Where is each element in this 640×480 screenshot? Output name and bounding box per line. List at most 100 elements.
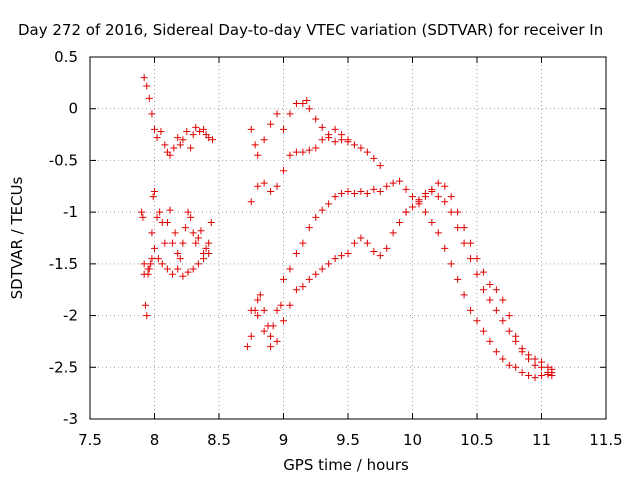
data-point <box>370 247 378 255</box>
data-point <box>267 343 275 351</box>
data-point <box>467 306 475 314</box>
y-axis: 0.5 0 -0.5 -1 -1.5 -2 -2.5 -3 <box>49 48 606 428</box>
data-point <box>512 363 520 371</box>
data-point <box>154 255 162 263</box>
data-point <box>179 272 187 280</box>
data-point <box>305 146 313 154</box>
data-point <box>273 110 281 118</box>
data-point <box>531 361 539 369</box>
data-point <box>305 224 313 232</box>
data-point <box>505 312 513 320</box>
data-point <box>143 312 151 320</box>
data-point <box>170 144 178 152</box>
data-point <box>148 229 156 237</box>
data-point <box>179 239 187 247</box>
data-point <box>200 125 208 133</box>
data-point <box>140 260 148 268</box>
data-point <box>286 110 294 118</box>
data-point <box>421 208 429 216</box>
data-point <box>376 252 384 260</box>
data-point <box>512 332 520 340</box>
data-point <box>303 96 311 104</box>
data-point <box>376 187 384 195</box>
data-point <box>299 283 307 291</box>
data-point <box>197 227 205 235</box>
data-point <box>531 355 539 363</box>
data-point <box>292 286 300 294</box>
data-point <box>460 224 468 232</box>
data-point <box>305 275 313 283</box>
y-tick-label: -0.5 <box>49 151 78 169</box>
data-point <box>139 213 147 221</box>
y-tick-label: -1.5 <box>49 255 78 273</box>
data-point <box>357 187 365 195</box>
y-tick-label: -2 <box>63 307 78 325</box>
x-axis: 7.5 8 8.5 9 9.5 10 10.5 11 11.5 <box>78 57 623 449</box>
x-tick-label: 7.5 <box>78 431 102 449</box>
data-point <box>357 144 365 152</box>
data-point <box>460 239 468 247</box>
data-point <box>460 291 468 299</box>
data-point <box>181 224 189 232</box>
data-point <box>161 239 169 247</box>
data-point <box>254 151 262 159</box>
data-point <box>538 372 545 380</box>
data-point <box>312 144 320 152</box>
data-point <box>344 250 352 258</box>
data-point <box>138 208 146 216</box>
data-point <box>189 265 197 273</box>
data-point <box>163 265 171 273</box>
data-point <box>486 296 494 304</box>
data-point <box>192 123 200 131</box>
data-point <box>363 148 371 156</box>
data-point <box>140 74 148 82</box>
data-point <box>169 239 177 247</box>
y-axis-label: SDTVAR / TECUs <box>8 176 26 299</box>
data-point <box>479 268 487 276</box>
data-point <box>331 255 339 263</box>
data-point <box>179 136 187 144</box>
data-point <box>473 317 481 325</box>
data-point <box>147 260 155 268</box>
data-point <box>350 141 358 149</box>
data-point <box>209 136 217 144</box>
data-point <box>174 250 182 258</box>
data-point <box>454 224 462 232</box>
data-point <box>305 105 313 113</box>
data-point <box>318 123 326 131</box>
data-point <box>357 234 365 242</box>
x-tick-label: 11 <box>532 431 551 449</box>
data-point <box>338 252 346 260</box>
y-tick-label: 0 <box>68 100 78 118</box>
data-point <box>338 131 346 139</box>
data-point <box>292 100 300 108</box>
data-point <box>184 268 192 276</box>
data-point <box>145 94 153 102</box>
data-point <box>207 218 215 226</box>
data-point <box>409 193 416 201</box>
data-point <box>518 368 526 376</box>
data-point <box>156 208 164 216</box>
data-point <box>396 177 404 185</box>
data-point <box>192 239 200 247</box>
data-point <box>486 281 494 289</box>
data-point <box>194 260 202 268</box>
data-point <box>467 239 475 247</box>
data-point <box>318 136 326 144</box>
data-point <box>454 275 462 283</box>
data-point <box>389 179 397 187</box>
data-point <box>531 374 539 382</box>
data-point <box>286 301 294 309</box>
data-point <box>161 141 169 149</box>
data-point <box>492 286 500 294</box>
data-point <box>151 187 158 195</box>
data-point <box>318 206 326 214</box>
data-point <box>434 179 442 187</box>
data-point <box>467 255 475 263</box>
data-point <box>157 127 165 135</box>
data-point <box>205 250 213 258</box>
data-point <box>499 355 507 363</box>
data-point <box>148 110 156 118</box>
data-point <box>350 190 358 198</box>
data-point <box>325 134 333 142</box>
